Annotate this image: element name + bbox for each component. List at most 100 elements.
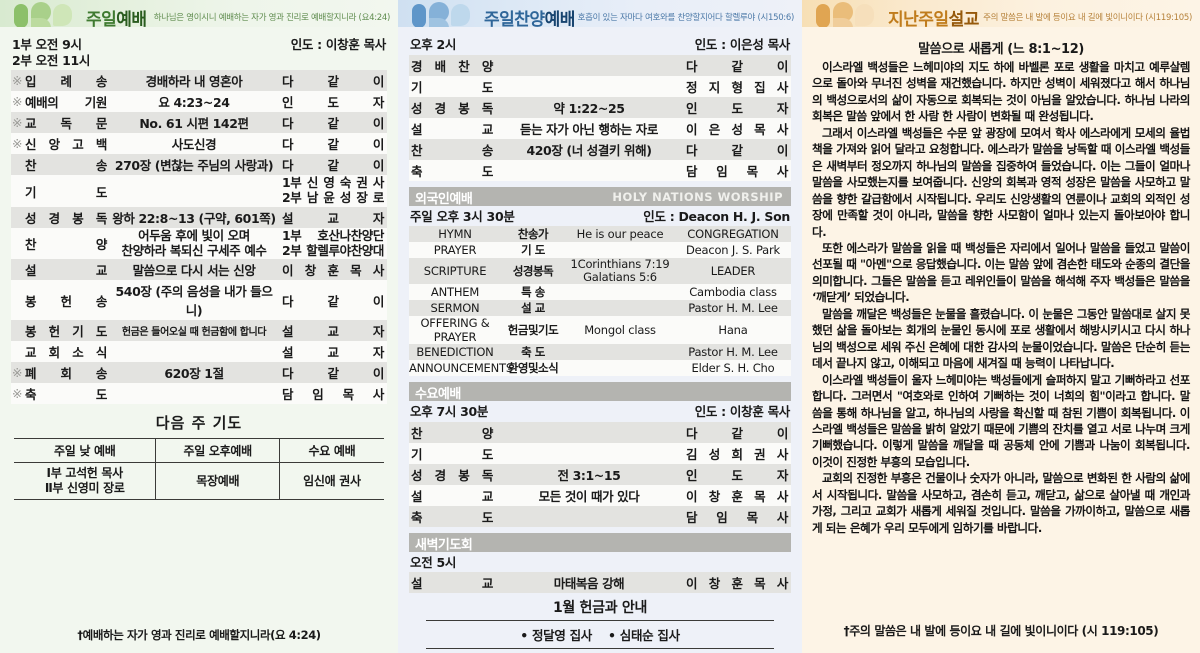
foreign-item-person: CONGREGATION: [687, 227, 779, 242]
column3-foot-verse: †주의 말씀은 내 발에 등이요 내 길에 빛이니이다 (시 119:105): [843, 624, 1159, 638]
wednesday-service-head: 오후 7시 30분 인도 : 이창훈 목사: [398, 401, 802, 422]
order-row: 설 교 말씀으로 다시 서는 신앙 이 창 훈 목 사: [11, 259, 387, 281]
order-value: 헌금은 들어오실 때 헌금함에 합니다: [121, 327, 267, 339]
order-row: 성 경 봉 독 왕하 22:8~13 (구약, 601쪽) 설 교 자: [11, 206, 387, 228]
order-mark: [11, 341, 23, 362]
order-value: [495, 443, 683, 464]
wednesday-service-time: 오후 7시 30분: [410, 404, 489, 419]
banner-title: 주일예배: [86, 10, 147, 30]
foreign-item-en: SERMON: [430, 301, 480, 315]
next-week-cell: 목장예배: [155, 462, 280, 501]
sermon-paragraph: 이스라엘 백성들은 느헤미야의 지도 하에 바벨론 포로 생활을 마치고 예루살…: [812, 60, 1190, 124]
last-sermon-banner: 지난주일설교 주의 말씀은 내 발에 등이요 내 길에 빛이니이다 (시119:…: [802, 0, 1200, 34]
order-value: 말씀으로 다시 서는 신앙: [132, 263, 256, 279]
order-row: 기 도 1부 신 영 숙 권 사 2부 남 윤 성 장 로: [11, 175, 387, 207]
foreign-item-person: Cambodia class: [689, 285, 777, 299]
sermon-body: 이스라엘 백성들은 느헤미야의 지도 하에 바벨론 포로 생활을 마치고 예루살…: [802, 59, 1200, 536]
order-row: ※ 예배의 기원 요 4:23~24 인 도 자: [11, 91, 387, 113]
order-value: 약 1:22~25: [553, 100, 625, 116]
foreign-item-en: SCRIPTURE: [423, 264, 487, 279]
next-week-prayer-table: 주일 낮 예배 주일 오후예배 수요 예배 Ⅰ부 고석헌 목사 Ⅱ부 신영미 장로 목장예…: [14, 438, 384, 501]
foreign-item-value: [565, 360, 675, 376]
next-week-body-row: Ⅰ부 고석헌 목사 Ⅱ부 신영미 장로 목장예배 임신애 권사: [14, 462, 384, 501]
foreign-worship-row: PRAYER 기 도 Deacon J. S. Park: [409, 242, 791, 259]
order-person: 1부 호산나찬양단 2부 할렐루야찬양대: [282, 227, 384, 258]
order-row: ※ 폐 회 송 620장 1절 다 같 이: [11, 362, 387, 384]
sermon-title: 말씀으로 새롭게 (느 8:1~12): [918, 42, 1084, 57]
order-mark: [11, 228, 23, 260]
order-value: 듣는 자가 아닌 행하는 자로: [520, 121, 658, 137]
order-value: 모든 것이 때가 있다: [538, 488, 640, 504]
order-value: 어두움 후에 빛이 오며 찬양하라 복되신 구세주 예수: [121, 227, 267, 258]
order-value: [109, 175, 279, 207]
foreign-item-ko: 헌금및기도: [507, 323, 559, 337]
service-time-line1: 1부 오전 9시: [12, 37, 82, 52]
praise-worship-column: 주일찬양예배 호흡이 있는 자마다 여호와를 찬양할지어다 할렐루야 (시150…: [398, 0, 802, 653]
banner-title: 주일찬양예배: [484, 10, 575, 30]
praise-worship-banner: 주일찬양예배 호흡이 있는 자마다 여호와를 찬양할지어다 할렐루야 (시150…: [398, 0, 802, 34]
dawn-prayer-section-bar: 새벽기도회: [409, 532, 791, 553]
order-value: 경배하라 내 영혼아: [145, 74, 243, 90]
foreign-item-value: [565, 284, 675, 300]
order-row: ※ 신 앙 고 백 사도신경 다 같 이: [11, 133, 387, 155]
order-item: 예배의 기원: [25, 95, 107, 111]
leaf-logo-icon: [412, 2, 470, 34]
wednesday-service-title: 수요예배: [415, 387, 461, 402]
next-week-header: 주일 오후예배: [155, 438, 280, 464]
foreign-item-value: He is our peace: [576, 227, 664, 242]
foreign-item-en: PRAYER: [433, 243, 477, 258]
order-value: [495, 55, 683, 76]
foreign-item-person: Pastor H. M. Lee: [688, 345, 778, 359]
foreign-item-ko: 환영및소식: [507, 361, 559, 375]
order-mark: [11, 320, 23, 341]
order-row: 찬 송 420장 (너 성결키 위해) 다 같 이: [409, 138, 791, 160]
next-week-prayer-title: 다음 주 기도: [155, 414, 243, 433]
foreign-worship-section-bar: 외국인예배 HOLY NATIONS WORSHIP: [409, 186, 791, 207]
last-sunday-sermon-column: 지난주일설교 주의 말씀은 내 발에 등이요 내 길에 빛이니이다 (시119:…: [802, 0, 1200, 653]
order-value: [495, 422, 683, 443]
foreign-item-person: Deacon J. S. Park: [685, 243, 781, 258]
order-mark: [11, 175, 23, 207]
foreign-worship-row: SCRIPTURE 성경봉독 1Corinthians 7:19 Galatians …: [409, 258, 791, 284]
order-value: [109, 341, 279, 362]
next-week-header-row: 주일 낮 예배 주일 오후예배 수요 예배: [14, 438, 384, 464]
foreign-item-value: [565, 344, 675, 360]
praise-service-head: 오후 2시 인도 : 이은성 목사: [398, 34, 802, 55]
foreign-item-ko: 찬송가: [517, 227, 549, 242]
foreign-worship-row: ANTHEM 특 송 Cambodia class: [409, 284, 791, 300]
order-row: ※ 입 례 송 경배하라 내 영혼아 다 같 이: [11, 70, 387, 92]
foreign-item-en: OFFERING & PRAYER: [420, 316, 490, 344]
foreign-item-ko: 특 송: [521, 285, 545, 299]
order-person: 1부 신 영 숙 권 사 2부 남 윤 성 장 로: [282, 175, 384, 205]
praise-service-leader: 인도 : 이은성 목사: [694, 37, 791, 52]
foreign-item-person: Hana: [718, 323, 748, 337]
foreign-item-en: HYMN: [438, 227, 472, 242]
